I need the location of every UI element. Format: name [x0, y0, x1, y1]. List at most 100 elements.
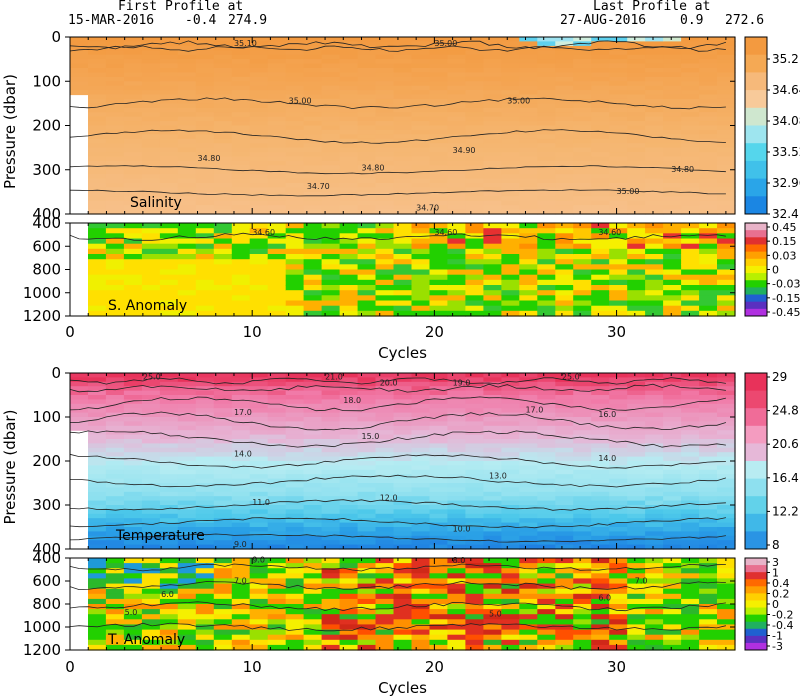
temperature-cell [645, 527, 664, 532]
s-anomaly-cell [285, 300, 305, 307]
salinity-cell [591, 200, 610, 206]
t-anomaly-cell [609, 624, 628, 631]
salinity-cell [591, 103, 610, 109]
salinity-cell [88, 183, 107, 188]
salinity-cell [645, 121, 664, 127]
temperature-cell [519, 461, 538, 466]
s-anomaly-cell [645, 238, 664, 245]
temperature-cell [465, 474, 484, 480]
t-anomaly-cell [231, 639, 251, 646]
salinity-cell [159, 160, 179, 166]
s-anomaly-cell [88, 269, 107, 276]
salinity-panel-label: Salinity [130, 195, 182, 211]
temperature-cell [285, 535, 305, 541]
temperature-cell [411, 491, 431, 497]
salinity-cell [339, 138, 359, 144]
s-anomaly-cell [123, 290, 143, 296]
temperature-cell [699, 377, 718, 383]
salinity-cell [699, 160, 718, 166]
temperature-cell [591, 469, 610, 475]
t-anomaly-cell [123, 588, 143, 595]
temperature-cell [321, 421, 341, 427]
salinity-cell [573, 59, 592, 65]
temperature-cell [231, 447, 251, 453]
temperature-cell [123, 417, 143, 422]
t-anomaly-cell [663, 568, 682, 574]
salinity-cell [303, 187, 323, 193]
temperature-cell [123, 425, 143, 431]
salinity-cell [483, 112, 502, 118]
salinity-cell [609, 98, 628, 104]
salinity-cell [88, 94, 107, 100]
salinity-cell [357, 183, 377, 188]
s-anomaly-cell [429, 279, 449, 286]
temperature-colorbar-frame [744, 372, 768, 550]
s-anomaly-cell [267, 254, 287, 260]
salinity-cell [375, 76, 395, 82]
t-anomaly-cell [645, 563, 664, 569]
temperature-cell [447, 469, 466, 475]
s-anomaly-cell [88, 248, 107, 255]
salinity-cell [321, 129, 341, 135]
t-anomaly-cell [465, 588, 484, 595]
salinity-cell [411, 72, 431, 78]
salinity-cell [663, 147, 682, 153]
temperature-cell [609, 500, 628, 506]
t-anomaly-cell [375, 598, 395, 605]
temperature-cell [681, 452, 700, 458]
t-anomaly-cell [465, 563, 484, 569]
temperature-cell [699, 540, 718, 546]
s-anomaly-cell [447, 269, 466, 276]
t-anomaly-cell [447, 563, 466, 569]
temperature-cell [447, 439, 466, 444]
salinity-cell [141, 178, 161, 184]
s-anomaly-cell [537, 254, 556, 260]
salinity-cell [285, 178, 305, 184]
temperature-contour-label: 25.0 [562, 373, 580, 382]
temperature-cell [159, 461, 179, 466]
temperature-colorbar-swatch [745, 478, 767, 497]
salinity-cell [573, 72, 592, 78]
temperature-cell [681, 399, 700, 405]
salinity-cell [393, 183, 413, 188]
t-anomaly-cell [591, 573, 610, 579]
t-anomaly-cell [375, 558, 395, 564]
t-anomaly-cell [141, 558, 161, 564]
salinity-cell [213, 156, 233, 162]
s-anomaly-colorbar-label: -0.15 [772, 292, 800, 305]
salinity-cell [375, 121, 395, 127]
salinity-cell [321, 81, 341, 87]
s-anomaly-cell [105, 305, 125, 312]
salinity-cell [555, 41, 574, 47]
s-anomaly-cell [213, 295, 233, 302]
t-anomaly-cell [447, 624, 466, 631]
temperature-cell [591, 399, 610, 405]
s-anomaly-panel-label: S. Anomaly [108, 298, 187, 314]
t-anomaly-cell [357, 588, 377, 595]
t-anomaly-cell [285, 593, 305, 600]
salinity-cell [645, 205, 664, 211]
temperature-cell [609, 417, 628, 422]
temperature-cell [645, 403, 664, 409]
t-anomaly-contour-line [69, 580, 726, 591]
s-anomaly-cell [555, 295, 574, 302]
s-anomaly-y-tick-label: 400 [32, 214, 61, 232]
t-anomaly-cell [321, 563, 341, 569]
salinity-cell [465, 76, 484, 82]
s-anomaly-cell [375, 238, 395, 245]
salinity-cell [627, 147, 646, 153]
temperature-cell [501, 399, 520, 405]
temperature-cell [159, 535, 179, 541]
salinity-cell [465, 129, 484, 135]
temperature-cell [591, 527, 610, 532]
salinity-cell [447, 94, 466, 100]
t-anomaly-y-tick-label: 800 [32, 595, 61, 613]
temperature-cell [141, 527, 161, 532]
t-anomaly-colorbar-swatch [745, 628, 767, 637]
temperature-cell [105, 443, 125, 449]
temperature-cell [159, 412, 179, 418]
temperature-cell [321, 399, 341, 405]
temperature-cell [609, 513, 628, 519]
salinity-cell [195, 174, 215, 180]
temperature-cell [627, 403, 646, 409]
